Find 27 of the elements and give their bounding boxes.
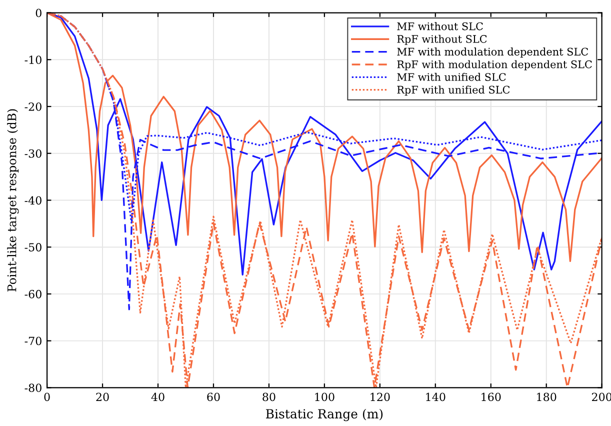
x-axis-title: Bistatic Range (m) [266,408,383,422]
y-tick-label: -30 [24,149,42,158]
y-tick-label: -10 [24,56,42,64]
legend-label: RpF with modulation dependent SLC [397,60,592,70]
y-axis-title: Point-like target response (dB) [7,109,19,292]
x-tick-label: 160 [482,392,501,402]
y-tick-label: -40 [24,196,42,205]
legend-label: MF with unified SLC [397,72,506,81]
y-tick-label: -60 [24,290,42,298]
y-tick-label: -80 [24,384,42,392]
legend-label: RpF with unified SLC [397,86,510,96]
legend-label: MF without SLC [397,22,483,30]
y-tick-label: -50 [24,243,42,252]
x-tick-label: 20 [96,392,109,402]
x-tick-label: 140 [426,392,446,402]
x-tick-label: 100 [315,392,334,402]
x-tick-label: 40 [151,392,164,402]
x-tick-label: 120 [370,392,390,402]
y-tick-label: -70 [24,336,42,346]
x-tick-label: 60 [207,392,220,402]
x-tick-label: 80 [262,392,276,402]
y-tick-label: -20 [24,102,42,111]
y-tick-label: 0 [36,8,42,18]
x-tick-label: 180 [537,392,556,402]
x-tick-label: 0 [44,392,50,402]
legend-label: MF with modulation dependent SLC [397,48,588,58]
legend-label: RpF without SLC [397,34,487,45]
